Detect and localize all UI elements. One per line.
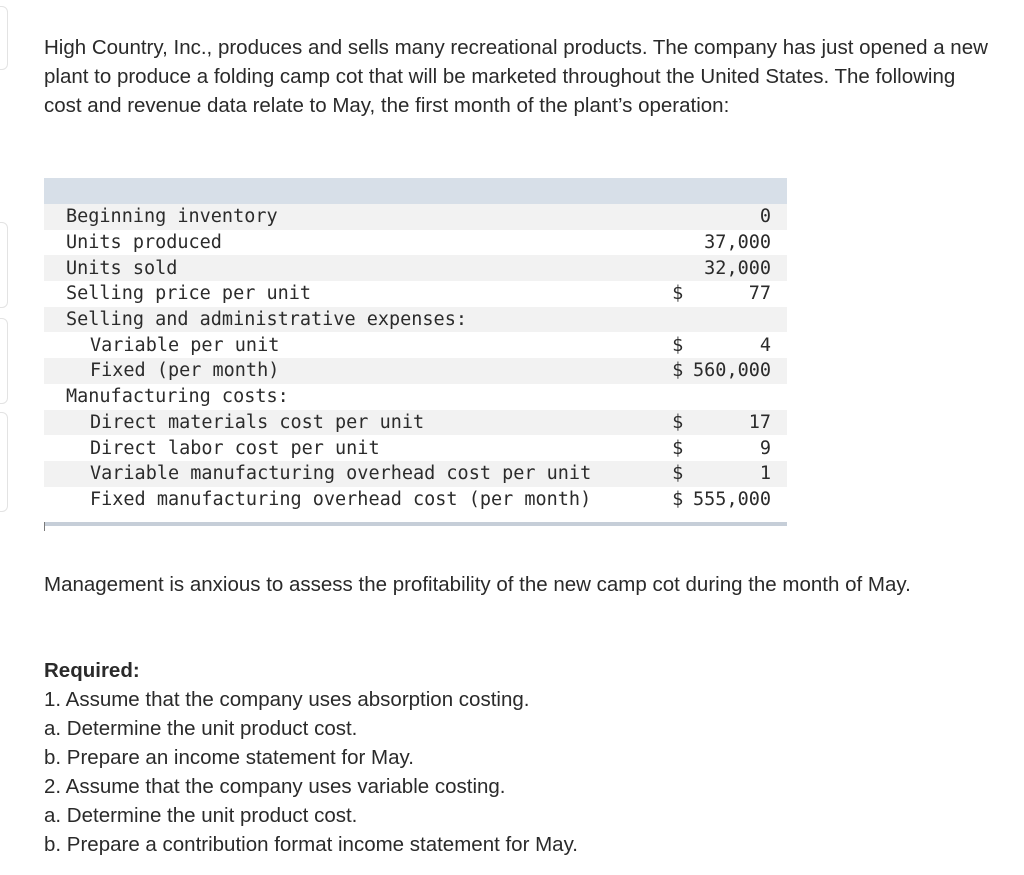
table-row: Units sold 32,000 bbox=[44, 255, 787, 282]
currency-symbol: $ bbox=[666, 281, 694, 307]
currency-symbol: $ bbox=[666, 409, 694, 436]
row-value bbox=[693, 383, 787, 410]
row-value: 0 bbox=[693, 204, 787, 230]
left-edge-frame bbox=[0, 412, 8, 512]
table-footer-bar bbox=[44, 522, 787, 526]
required-item: b. Prepare a contribution format income … bbox=[44, 833, 579, 856]
row-label: Direct materials cost per unit bbox=[44, 409, 667, 436]
required-heading: Required: bbox=[44, 659, 140, 682]
table-row: Manufacturing costs: bbox=[44, 383, 787, 410]
row-label: Fixed (per month) bbox=[44, 358, 667, 384]
row-value bbox=[693, 306, 787, 333]
required-item: 1. Assume that the company uses absorpti… bbox=[44, 688, 530, 711]
required-item: a. Determine the unit product cost. bbox=[44, 717, 358, 740]
row-label: Units produced bbox=[44, 229, 667, 256]
left-edge-frame bbox=[0, 318, 8, 404]
table-row: Variable per unit $4 bbox=[44, 332, 787, 359]
table-row: Selling and administrative expenses: bbox=[44, 306, 787, 333]
row-value: 9 bbox=[693, 435, 787, 461]
row-value: 32,000 bbox=[693, 255, 787, 282]
required-item: b. Prepare an income statement for May. bbox=[44, 746, 414, 769]
left-edge-frame bbox=[0, 6, 8, 70]
table-row: Direct labor cost per unit $9 bbox=[44, 435, 787, 461]
problem-intro-paragraph: High Country, Inc., produces and sells m… bbox=[44, 36, 988, 117]
table-row: Fixed (per month) $560,000 bbox=[44, 358, 787, 384]
row-value: 1 bbox=[693, 460, 787, 487]
required-section: Required: 1. Assume that the company use… bbox=[44, 656, 944, 859]
currency-symbol: $ bbox=[666, 358, 694, 384]
row-value: 555,000 bbox=[693, 486, 787, 513]
table-header-bar bbox=[44, 178, 787, 204]
cost-revenue-data-table: Beginning inventory 0 Units produced 37,000… bbox=[44, 178, 787, 531]
row-label: Beginning inventory bbox=[44, 204, 667, 230]
table-footer-tick bbox=[44, 522, 45, 531]
row-value: 37,000 bbox=[693, 229, 787, 256]
currency-symbol bbox=[666, 204, 694, 230]
cost-table: Beginning inventory 0 Units produced 37,000… bbox=[44, 204, 787, 513]
row-value: 17 bbox=[693, 409, 787, 436]
row-value: 4 bbox=[693, 332, 787, 359]
table-row: Selling price per unit $77 bbox=[44, 281, 787, 307]
currency-symbol bbox=[666, 306, 694, 333]
currency-symbol: $ bbox=[666, 435, 694, 461]
table-row: Units produced 37,000 bbox=[44, 229, 787, 256]
row-label: Units sold bbox=[44, 255, 667, 282]
currency-symbol bbox=[666, 255, 694, 282]
row-value: 77 bbox=[693, 281, 787, 307]
table-row: Direct materials cost per unit $17 bbox=[44, 409, 787, 436]
row-label: Direct labor cost per unit bbox=[44, 435, 667, 461]
row-label: Selling and administrative expenses: bbox=[44, 306, 667, 333]
table-row: Fixed manufacturing overhead cost (per m… bbox=[44, 486, 787, 513]
required-item: a. Determine the unit product cost. bbox=[44, 804, 358, 827]
table-row: Variable manufacturing overhead cost per… bbox=[44, 460, 787, 487]
table-row: Beginning inventory 0 bbox=[44, 204, 787, 230]
row-label: Selling price per unit bbox=[44, 281, 667, 307]
left-edge-frame bbox=[0, 222, 8, 308]
row-label: Variable per unit bbox=[44, 332, 667, 359]
row-label: Variable manufacturing overhead cost per… bbox=[44, 460, 667, 487]
row-label: Manufacturing costs: bbox=[44, 383, 667, 410]
row-value: 560,000 bbox=[693, 358, 787, 384]
currency-symbol bbox=[666, 229, 694, 256]
management-paragraph: Management is anxious to assess the prof… bbox=[44, 573, 911, 596]
row-label: Fixed manufacturing overhead cost (per m… bbox=[44, 486, 667, 513]
required-item: 2. Assume that the company uses variable… bbox=[44, 775, 506, 798]
currency-symbol: $ bbox=[666, 486, 694, 513]
currency-symbol: $ bbox=[666, 460, 694, 487]
currency-symbol: $ bbox=[666, 332, 694, 359]
currency-symbol bbox=[666, 383, 694, 410]
